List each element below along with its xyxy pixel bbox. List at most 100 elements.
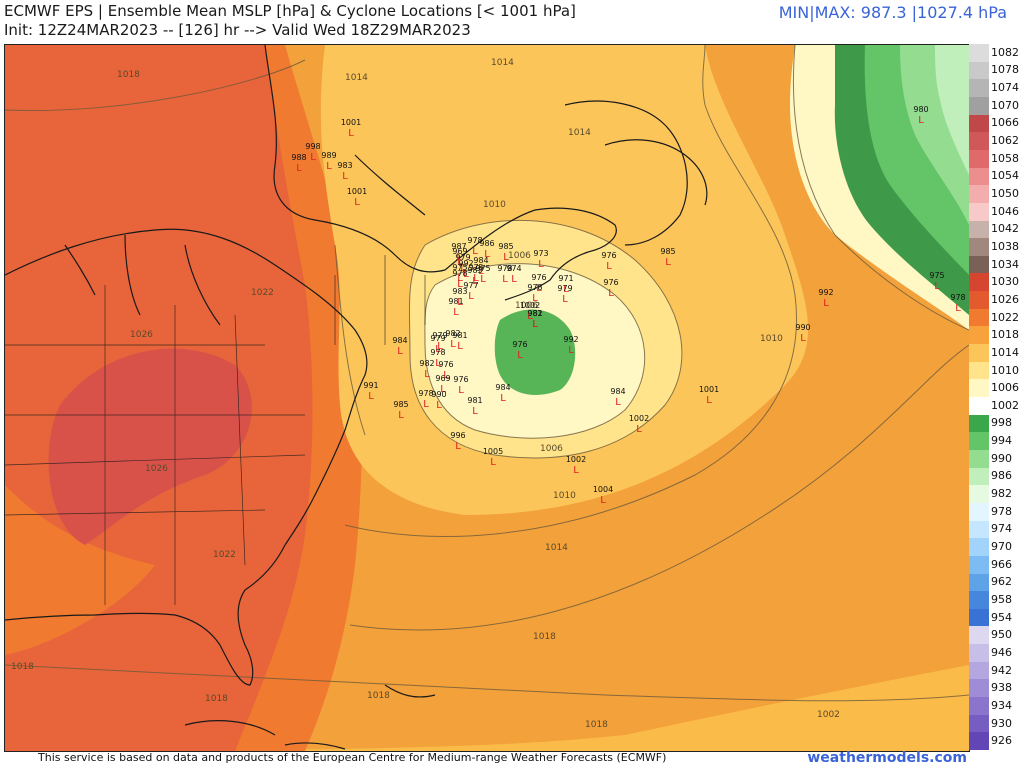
isobar-label: 1018: [533, 632, 556, 642]
isobar-label: 1018: [205, 694, 228, 704]
low-symbol: L: [955, 303, 961, 314]
field-998-core: [494, 309, 576, 395]
low-symbol: L: [354, 197, 360, 208]
low-symbol: L: [568, 345, 574, 356]
low-symbol: L: [457, 273, 463, 284]
cyclone-pressure: 991: [363, 381, 378, 390]
legend-swatch: [969, 273, 989, 292]
low-symbol: L: [348, 128, 354, 139]
legend-swatch: [969, 449, 989, 469]
isobar-labels: 1018 1014 1014 1014 1010 1010 1010 1006 …: [11, 58, 840, 730]
cyclone-pressure: 975: [468, 263, 483, 272]
cyclone-pressure: 998: [305, 142, 320, 151]
legend-label: 978: [991, 504, 1012, 518]
low-symbol: L: [706, 395, 712, 406]
legend-swatch: [969, 573, 989, 592]
cyclone-pressure: 981: [452, 331, 467, 340]
legend-label: 946: [991, 645, 1012, 659]
legend-label: 1034: [991, 257, 1019, 271]
cyclone-pressure: 1001: [347, 187, 367, 196]
low-symbol: L: [458, 385, 464, 396]
legend-label: 1054: [991, 169, 1019, 183]
legend-swatch: [969, 185, 989, 204]
legend-swatch: [969, 167, 989, 186]
low-symbol: L: [502, 274, 508, 285]
isobar-label: 1006: [540, 444, 563, 454]
field-atlantic-986: [935, 45, 969, 175]
cyclone-pressure: 975: [452, 263, 467, 272]
legend-swatch: [969, 502, 989, 522]
legend-label: 1030: [991, 275, 1019, 289]
cyclone-pressure: 992: [818, 288, 833, 297]
cyclone-pressure: 978: [430, 348, 445, 357]
cyclone-pressure: 979: [432, 331, 447, 340]
low-symbol: L: [608, 288, 614, 299]
low-symbol: L: [490, 457, 496, 468]
site-link[interactable]: weathermodels.com: [807, 750, 967, 766]
low-symbol: L: [480, 274, 486, 285]
cyclone-pressure: 980: [913, 105, 928, 114]
cyclone-pressure: 986: [479, 239, 494, 248]
legend-swatch: [969, 432, 989, 451]
legend-swatch: [969, 608, 989, 627]
legend-swatch: [969, 132, 989, 151]
cyclone-pressure: 978: [497, 264, 512, 273]
legend-swatch: [969, 379, 989, 398]
low-symbol: L: [517, 350, 523, 361]
legend-label: 1002: [991, 398, 1019, 412]
low-symbol: L: [456, 252, 462, 263]
cyclone-pressure: 975: [929, 271, 944, 280]
low-symbol: L: [424, 369, 430, 380]
cyclone-pressure: 978: [452, 269, 467, 278]
low-symbol: L: [511, 274, 517, 285]
low-symbol: L: [457, 279, 463, 290]
cyclone-pressure: 985: [393, 400, 408, 409]
cyclone-pressure: 976: [438, 360, 453, 369]
cyclone-pressure: 983: [337, 161, 352, 170]
map-panel: 1018 1014 1014 1014 1010 1010 1010 1006 …: [4, 44, 970, 752]
legend-label: 934: [991, 698, 1012, 712]
isobar-label: 1022: [213, 550, 236, 560]
legend-label: 990: [991, 451, 1012, 465]
cyclone-pressure: 984: [473, 256, 488, 265]
cyclone-pressure: 1001: [699, 385, 719, 394]
low-symbol: L: [457, 297, 463, 308]
low-symbol: L: [562, 294, 568, 305]
low-symbol: L: [468, 291, 474, 302]
legend-swatch: [969, 220, 989, 239]
legend-label: 926: [991, 734, 1012, 748]
legend-swatch: [969, 79, 989, 98]
isobar-label: 1010: [483, 200, 506, 210]
legend-label: 1078: [991, 63, 1019, 77]
min-max-readout: MIN|MAX: 987.3 |1027.4 hPa: [778, 3, 1007, 22]
cyclone-pressure: 976: [512, 340, 527, 349]
coastlines: [5, 45, 708, 750]
low-symbol: L: [472, 406, 478, 417]
legend-swatch: [969, 520, 989, 539]
isobar-label: 1018: [117, 70, 140, 80]
cyclone-pressure: 1004: [593, 485, 613, 494]
cyclone-pressure: 983: [467, 266, 482, 275]
legend-label: 982: [991, 487, 1012, 501]
low-symbol: L: [600, 495, 606, 506]
cyclone-pressure: 996: [450, 431, 465, 440]
legend-swatch: [969, 149, 989, 169]
low-symbol: L: [342, 171, 348, 182]
legend-label: 942: [991, 663, 1012, 677]
low-symbol: L: [472, 246, 478, 257]
low-symbol: L: [398, 410, 404, 421]
legend-label: 1014: [991, 345, 1019, 359]
cyclone-pressure: 974: [506, 264, 521, 273]
isobar-label: 1006: [515, 301, 538, 311]
